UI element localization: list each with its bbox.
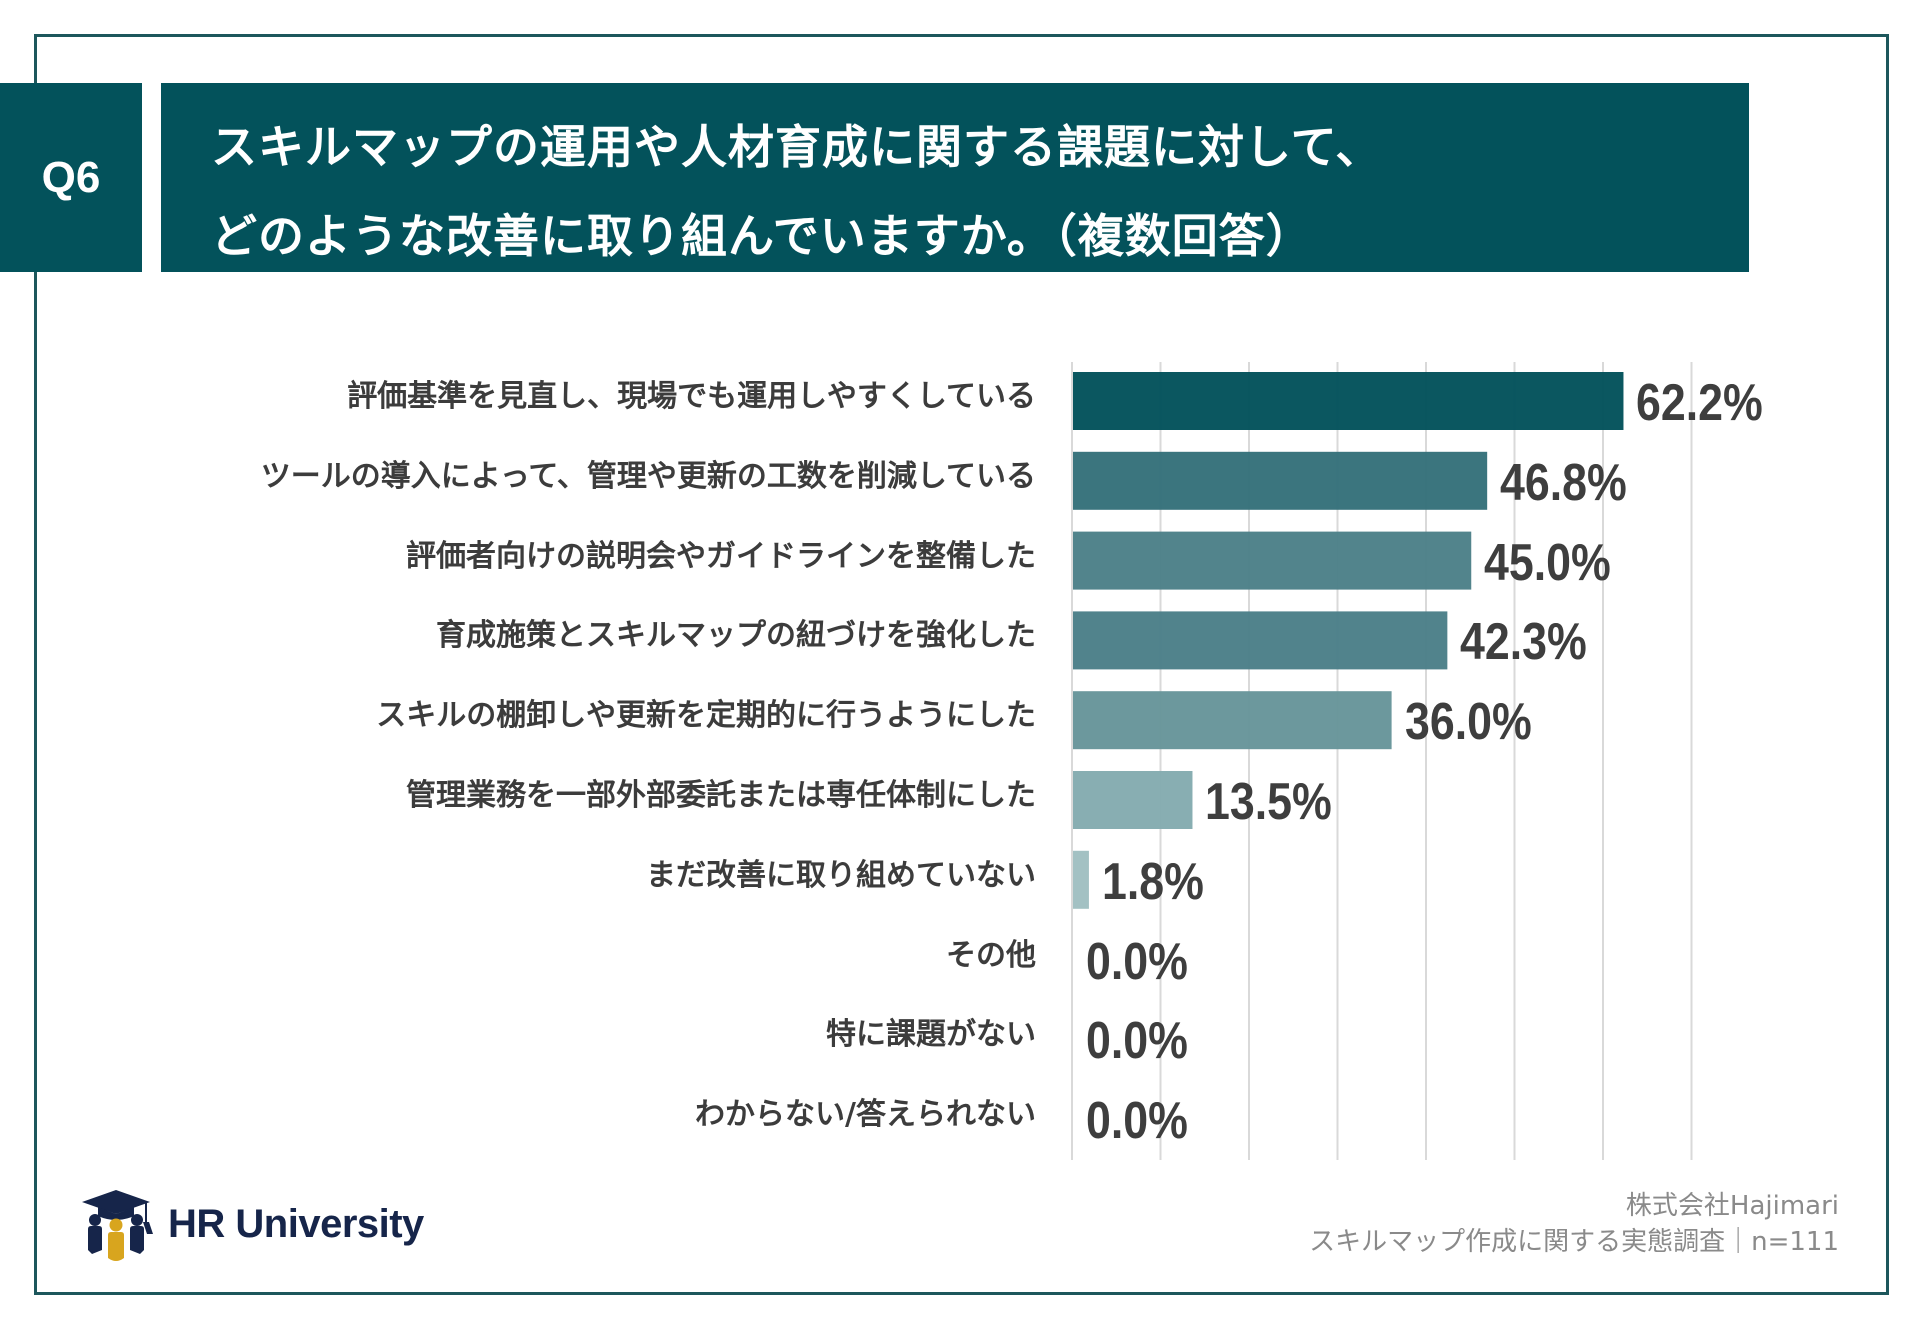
- category-label: ツールの導入によって、管理や更新の工数を削減している: [260, 458, 1036, 494]
- value-label: 13.5%: [1205, 773, 1333, 831]
- value-label: 36.0%: [1404, 693, 1532, 752]
- category-label: その他: [946, 937, 1036, 973]
- category-label: スキルの棚卸しや更新を定期的に行うようにした: [376, 698, 1036, 734]
- bar: [1073, 850, 1089, 909]
- bar: [1073, 611, 1448, 670]
- category-label: 育成施策とスキルマップの紐づけを強化した: [436, 618, 1036, 654]
- category-label: 管理業務を一部外部委託または専任体制にした: [406, 778, 1036, 813]
- value-label: 0.0%: [1086, 932, 1188, 991]
- bar: [1073, 531, 1472, 590]
- category-label: 評価者向けの説明会やガイドラインを整備した: [406, 538, 1036, 574]
- survey-credit: スキルマップ作成に関する実態調査｜n=111: [1309, 1227, 1839, 1257]
- question-number-badge: Q6: [0, 83, 142, 272]
- bar: [1073, 691, 1392, 750]
- logo-text: HR University: [168, 1202, 424, 1246]
- category-label: 特に課題がない: [826, 1017, 1036, 1053]
- slide-frame: [34, 34, 1889, 1295]
- value-label: 42.3%: [1460, 613, 1588, 672]
- company-credit: 株式会社Hajimari: [1625, 1191, 1839, 1221]
- question-number: Q6: [41, 152, 101, 202]
- value-label: 46.8%: [1500, 453, 1627, 512]
- hr-university-logo: HR University: [78, 1188, 424, 1264]
- graduation-cap-people-icon: [82, 1190, 153, 1261]
- value-label: 1.8%: [1101, 852, 1204, 911]
- question-title-box: スキルマップの運用や人材育成に関する課題に対して、 どのような改善に取り組んでい…: [161, 83, 1749, 272]
- bar: [1073, 372, 1624, 430]
- question-title-line2: どのような改善に取り組んでいますか。（複数回答）: [211, 209, 1313, 263]
- value-label: 0.0%: [1086, 1012, 1188, 1071]
- category-label: わからない/答えられない: [695, 1097, 1036, 1133]
- question-title-line1: スキルマップの運用や人材育成に関する課題に対して、: [211, 120, 1383, 174]
- category-label: まだ改善に取り組めていない: [646, 857, 1036, 893]
- value-label: 45.0%: [1484, 533, 1612, 592]
- category-label: 評価基準を見直し、現場でも運用しやすくしている: [347, 379, 1036, 414]
- value-label: 62.2%: [1636, 374, 1764, 432]
- bar: [1073, 771, 1193, 829]
- value-label: 0.0%: [1086, 1092, 1188, 1151]
- bar: [1073, 451, 1488, 510]
